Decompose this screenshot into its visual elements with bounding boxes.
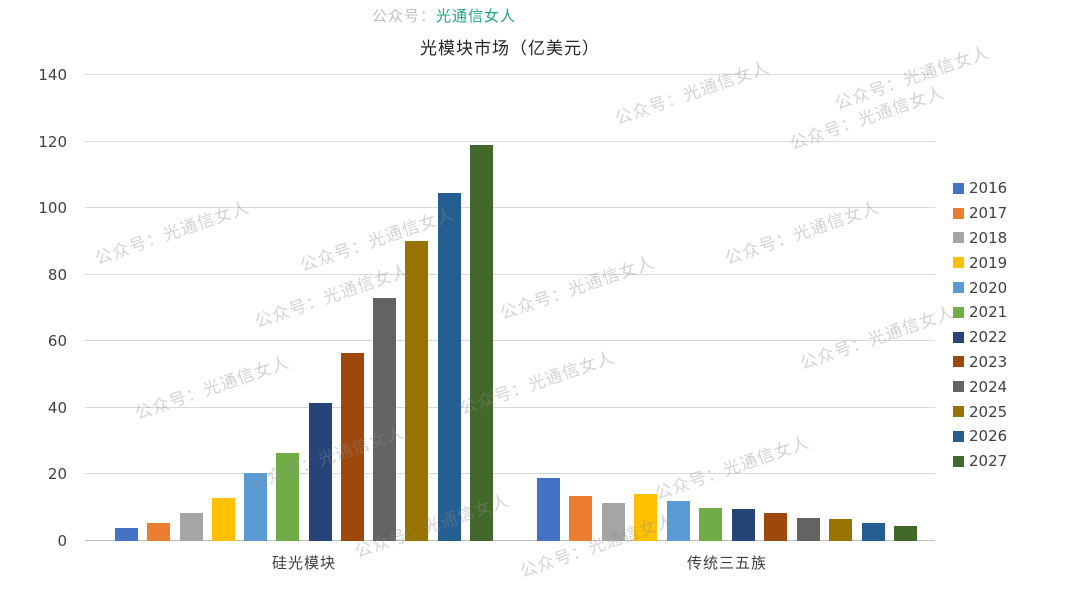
legend-swatch (953, 430, 964, 442)
bar-2018-传统三五族 (601, 502, 625, 541)
plot-area (85, 74, 935, 541)
chart-title: 光模块市场（亿美元） (420, 39, 600, 59)
bar-2019-硅光模块 (211, 497, 235, 541)
legend-item-2019: 2019 (953, 250, 1007, 275)
legend-swatch (953, 356, 964, 368)
bar-2020-传统三五族 (666, 501, 690, 541)
legend-item-2022: 2022 (953, 325, 1007, 350)
bar-2016-硅光模块 (115, 527, 138, 541)
y-tick-label: 140 (38, 66, 67, 84)
watermark-top: 公众号：光通信女人 (372, 5, 516, 26)
bar-2023-硅光模块 (340, 352, 364, 541)
legend-swatch (953, 182, 964, 194)
legend-item-2016: 2016 (953, 176, 1007, 201)
legend-label: 2021 (969, 303, 1008, 322)
bar-2027-硅光模块 (469, 144, 493, 541)
y-axis: 0 20 40 60 80 100 120 140 (0, 66, 75, 550)
legend-item-2024: 2024 (953, 374, 1007, 399)
gridline (85, 74, 935, 75)
bar-2021-传统三五族 (699, 507, 723, 541)
gridline (85, 406, 935, 408)
bar-group-硅光模块 (115, 75, 493, 541)
bar-2026-硅光模块 (437, 193, 461, 541)
bar-2023-传统三五族 (764, 512, 788, 541)
gridline (85, 540, 935, 541)
legend-swatch (953, 257, 964, 269)
legend-swatch (953, 455, 964, 467)
watermark-prefix: 公众号： (372, 7, 437, 25)
legend-swatch (953, 306, 964, 318)
gridline (85, 273, 935, 275)
bar-2027-传统三五族 (893, 526, 917, 541)
legend-label: 2019 (969, 253, 1008, 272)
legend-label: 2026 (969, 427, 1008, 446)
y-tick-label: 120 (38, 132, 67, 151)
legend: 2016 2017 2018 2019 2020 2021 2022 2023 2024 2025… (953, 176, 1007, 474)
bar-2025-硅光模块 (405, 241, 429, 541)
legend-label: 2023 (969, 352, 1008, 371)
bar-group-传统三五族 (537, 75, 917, 541)
gridline (85, 340, 935, 342)
legend-swatch (953, 331, 964, 343)
legend-label: 2022 (969, 328, 1008, 347)
bar-2020-硅光模块 (244, 472, 268, 541)
bar-2024-传统三五族 (796, 517, 820, 541)
legend-item-2017: 2017 (953, 201, 1007, 226)
y-tick-label: 80 (47, 265, 67, 284)
bar-2025-传统三五族 (829, 519, 853, 541)
y-tick-label: 40 (47, 398, 67, 417)
legend-label: 2027 (969, 452, 1008, 471)
legend-label: 2017 (969, 204, 1008, 223)
bar-2022-传统三五族 (731, 509, 755, 541)
bar-2019-传统三五族 (634, 494, 658, 541)
bar-2017-传统三五族 (569, 496, 593, 541)
bar-2016-传统三五族 (537, 477, 560, 541)
legend-item-2020: 2020 (953, 275, 1007, 300)
legend-label: 2016 (969, 179, 1008, 198)
bar-2026-传统三五族 (861, 522, 885, 541)
bar-2022-硅光模块 (308, 402, 332, 541)
gridline (85, 473, 935, 475)
legend-swatch (953, 232, 964, 244)
y-tick-label: 20 (47, 465, 67, 484)
y-tick-label: 100 (38, 199, 67, 218)
legend-item-2023: 2023 (953, 350, 1007, 375)
y-tick-label: 60 (47, 332, 67, 351)
legend-item-2025: 2025 (953, 399, 1007, 424)
legend-swatch (953, 406, 964, 418)
legend-label: 2025 (969, 402, 1008, 421)
bar-2017-硅光模块 (147, 522, 171, 541)
watermark-name: 光通信女人 (436, 7, 517, 25)
legend-item-2018: 2018 (953, 226, 1007, 251)
x-category-label: 硅光模块 (271, 554, 337, 572)
x-category-label: 传统三五族 (686, 554, 768, 572)
bar-2021-硅光模块 (276, 452, 300, 541)
bar-2024-硅光模块 (373, 298, 397, 541)
y-tick-label: 0 (57, 532, 67, 550)
gridline (85, 140, 935, 142)
legend-label: 2018 (969, 228, 1008, 247)
legend-item-2026: 2026 (953, 424, 1007, 449)
legend-swatch (953, 381, 964, 393)
legend-item-2021: 2021 (953, 300, 1007, 325)
legend-label: 2024 (969, 377, 1008, 396)
legend-swatch (953, 282, 964, 294)
gridline (85, 207, 935, 209)
bar-2018-硅光模块 (179, 512, 203, 541)
legend-label: 2020 (969, 278, 1008, 297)
legend-swatch (953, 207, 964, 219)
legend-item-2027: 2027 (953, 449, 1007, 474)
